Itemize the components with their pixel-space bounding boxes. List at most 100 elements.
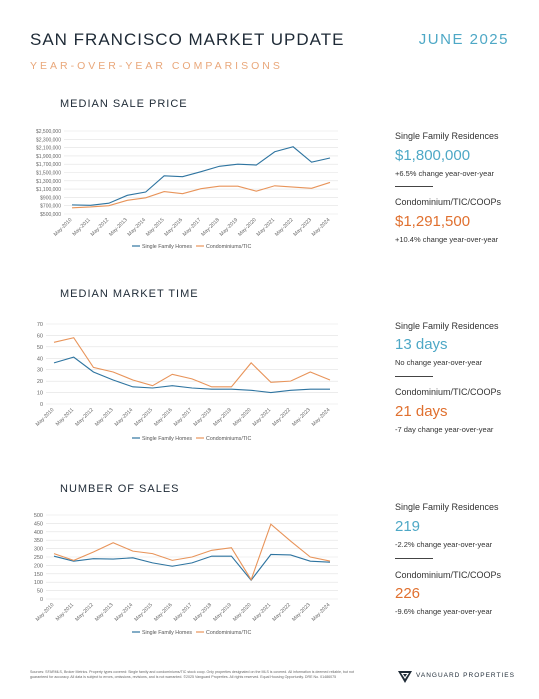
x-tick-label: May-2012 bbox=[90, 217, 111, 238]
stat-sfr-label: Single Family Residences bbox=[395, 131, 499, 141]
x-tick-label: May-2013 bbox=[94, 602, 115, 623]
y-tick-label: 200 bbox=[34, 563, 43, 569]
logo-text: VANGUARD PROPERTIES bbox=[416, 672, 515, 679]
y-tick-label: 400 bbox=[34, 530, 43, 536]
y-tick-label: 250 bbox=[34, 555, 43, 561]
y-tick-label: 30 bbox=[37, 368, 43, 374]
stat-condo-value: 21 days bbox=[395, 403, 448, 420]
stat-divider bbox=[395, 376, 433, 377]
x-tick-label: May-2023 bbox=[291, 602, 312, 623]
x-tick-label: May-2011 bbox=[55, 602, 75, 622]
x-tick-label: May-2021 bbox=[256, 217, 277, 238]
y-tick-label: $1,500,000 bbox=[36, 171, 61, 177]
series-line-condo bbox=[53, 523, 331, 581]
y-tick-label: $2,100,000 bbox=[36, 146, 61, 152]
x-tick-label: May-2015 bbox=[133, 407, 154, 428]
vanguard-logo-icon bbox=[398, 671, 412, 683]
x-tick-label: May-2018 bbox=[193, 407, 214, 428]
legend-label: Single Family Homes bbox=[142, 244, 192, 250]
x-tick-label: May-2023 bbox=[292, 217, 313, 238]
stat-condo-label: Condominium/TIC/COOPs bbox=[395, 387, 502, 397]
stat-sfr-value: $1,800,000 bbox=[395, 147, 471, 164]
y-tick-label: $1,100,000 bbox=[36, 187, 61, 193]
x-tick-label: May-2018 bbox=[200, 217, 221, 238]
x-tick-label: May-2017 bbox=[173, 602, 194, 623]
x-tick-label: May-2015 bbox=[133, 602, 154, 623]
x-tick-label: May-2014 bbox=[114, 407, 135, 428]
legend-label: Condominiums/TIC bbox=[206, 244, 252, 250]
x-tick-label: May-2011 bbox=[55, 407, 75, 427]
x-tick-label: May-2013 bbox=[108, 217, 129, 238]
x-tick-label: May-2016 bbox=[153, 407, 174, 428]
y-tick-label: $500,000 bbox=[40, 212, 61, 218]
x-tick-label: May-2022 bbox=[271, 407, 292, 428]
legend-label: Single Family Homes bbox=[142, 436, 192, 442]
y-tick-label: 150 bbox=[34, 572, 43, 578]
y-tick-label: 50 bbox=[37, 589, 43, 595]
x-tick-label: May-2023 bbox=[291, 407, 312, 428]
y-tick-label: 20 bbox=[37, 379, 43, 385]
section-title-market-time: MEDIAN MARKET TIME bbox=[60, 288, 199, 300]
x-tick-label: May-2014 bbox=[114, 602, 135, 623]
page-subtitle: YEAR-OVER-YEAR COMPARISONS bbox=[30, 60, 283, 72]
x-tick-label: May-2012 bbox=[74, 407, 95, 428]
x-tick-label: May-2014 bbox=[127, 217, 148, 238]
x-tick-label: May-2024 bbox=[311, 217, 332, 238]
legend-label: Condominiums/TIC bbox=[206, 436, 252, 442]
series-line-single-family bbox=[71, 146, 331, 206]
y-tick-label: 0 bbox=[40, 402, 43, 408]
y-tick-label: $1,900,000 bbox=[36, 154, 61, 160]
y-tick-label: 60 bbox=[37, 333, 43, 339]
x-tick-label: May-2016 bbox=[153, 602, 174, 623]
y-tick-label: $1,700,000 bbox=[36, 162, 61, 168]
legend-label: Single Family Homes bbox=[142, 630, 192, 636]
stat-sfr-change: +6.5% change year-over-year bbox=[395, 169, 495, 178]
x-tick-label: May-2013 bbox=[94, 407, 115, 428]
stat-condo-value: $1,291,500 bbox=[395, 213, 471, 230]
stat-condo-value: 226 bbox=[395, 585, 421, 602]
x-tick-label: May-2019 bbox=[212, 407, 233, 428]
footnote: Sources: SFARMLS, Broker Metrics. Proper… bbox=[30, 670, 354, 679]
x-tick-label: May-2021 bbox=[252, 602, 273, 623]
stat-condo-change: -7 day change year-over-year bbox=[395, 425, 494, 434]
stat-condo-label: Condominium/TIC/COOPs bbox=[395, 570, 502, 580]
series-line-single-family bbox=[53, 553, 331, 582]
section-title-number-of-sales: NUMBER OF SALES bbox=[60, 483, 180, 495]
series-line-single-family bbox=[53, 356, 330, 394]
stat-sfr-change: -2.2% change year-over-year bbox=[395, 540, 493, 549]
x-tick-label: May-2016 bbox=[163, 217, 184, 238]
x-tick-label: May-2022 bbox=[274, 217, 295, 238]
x-tick-label: May-2010 bbox=[35, 407, 56, 428]
stat-sfr-label: Single Family Residences bbox=[395, 502, 499, 512]
x-tick-label: May-2019 bbox=[219, 217, 240, 238]
y-tick-label: 500 bbox=[34, 513, 43, 519]
y-tick-label: $1,300,000 bbox=[36, 179, 61, 185]
report-date: JUNE 2025 bbox=[418, 31, 509, 48]
series-line-condo bbox=[71, 181, 331, 209]
y-tick-label: 300 bbox=[34, 547, 43, 553]
y-tick-label: 40 bbox=[37, 356, 43, 362]
y-tick-label: 350 bbox=[34, 538, 43, 544]
stat-condo-label: Condominium/TIC/COOPs bbox=[395, 197, 502, 207]
stat-sfr-change: No change year-over-year bbox=[395, 358, 483, 367]
y-tick-label: $2,300,000 bbox=[36, 137, 61, 143]
y-tick-label: 100 bbox=[34, 580, 43, 586]
stat-sfr-label: Single Family Residences bbox=[395, 321, 499, 331]
x-tick-label: May-2017 bbox=[182, 217, 203, 238]
stat-divider bbox=[395, 558, 433, 559]
y-tick-label: $900,000 bbox=[40, 195, 61, 201]
x-tick-label: May-2018 bbox=[193, 602, 214, 623]
stat-condo-change: -9.6% change year-over-year bbox=[395, 607, 493, 616]
x-tick-label: May-2010 bbox=[35, 602, 56, 623]
chart-median-sale-price: $500,000 $700,000 $900,000 $1,100,000 $1,300… bbox=[36, 129, 338, 250]
x-tick-label: May-2020 bbox=[237, 217, 258, 238]
x-tick-label: May-2017 bbox=[173, 407, 194, 428]
x-tick-label: May-2020 bbox=[232, 407, 253, 428]
series-line-condo bbox=[53, 337, 331, 388]
page-title: SAN FRANCISCO MARKET UPDATE bbox=[30, 30, 345, 49]
y-tick-label: 450 bbox=[34, 521, 43, 527]
x-tick-label: May-2010 bbox=[53, 217, 74, 238]
stat-sfr-value: 13 days bbox=[395, 336, 448, 353]
